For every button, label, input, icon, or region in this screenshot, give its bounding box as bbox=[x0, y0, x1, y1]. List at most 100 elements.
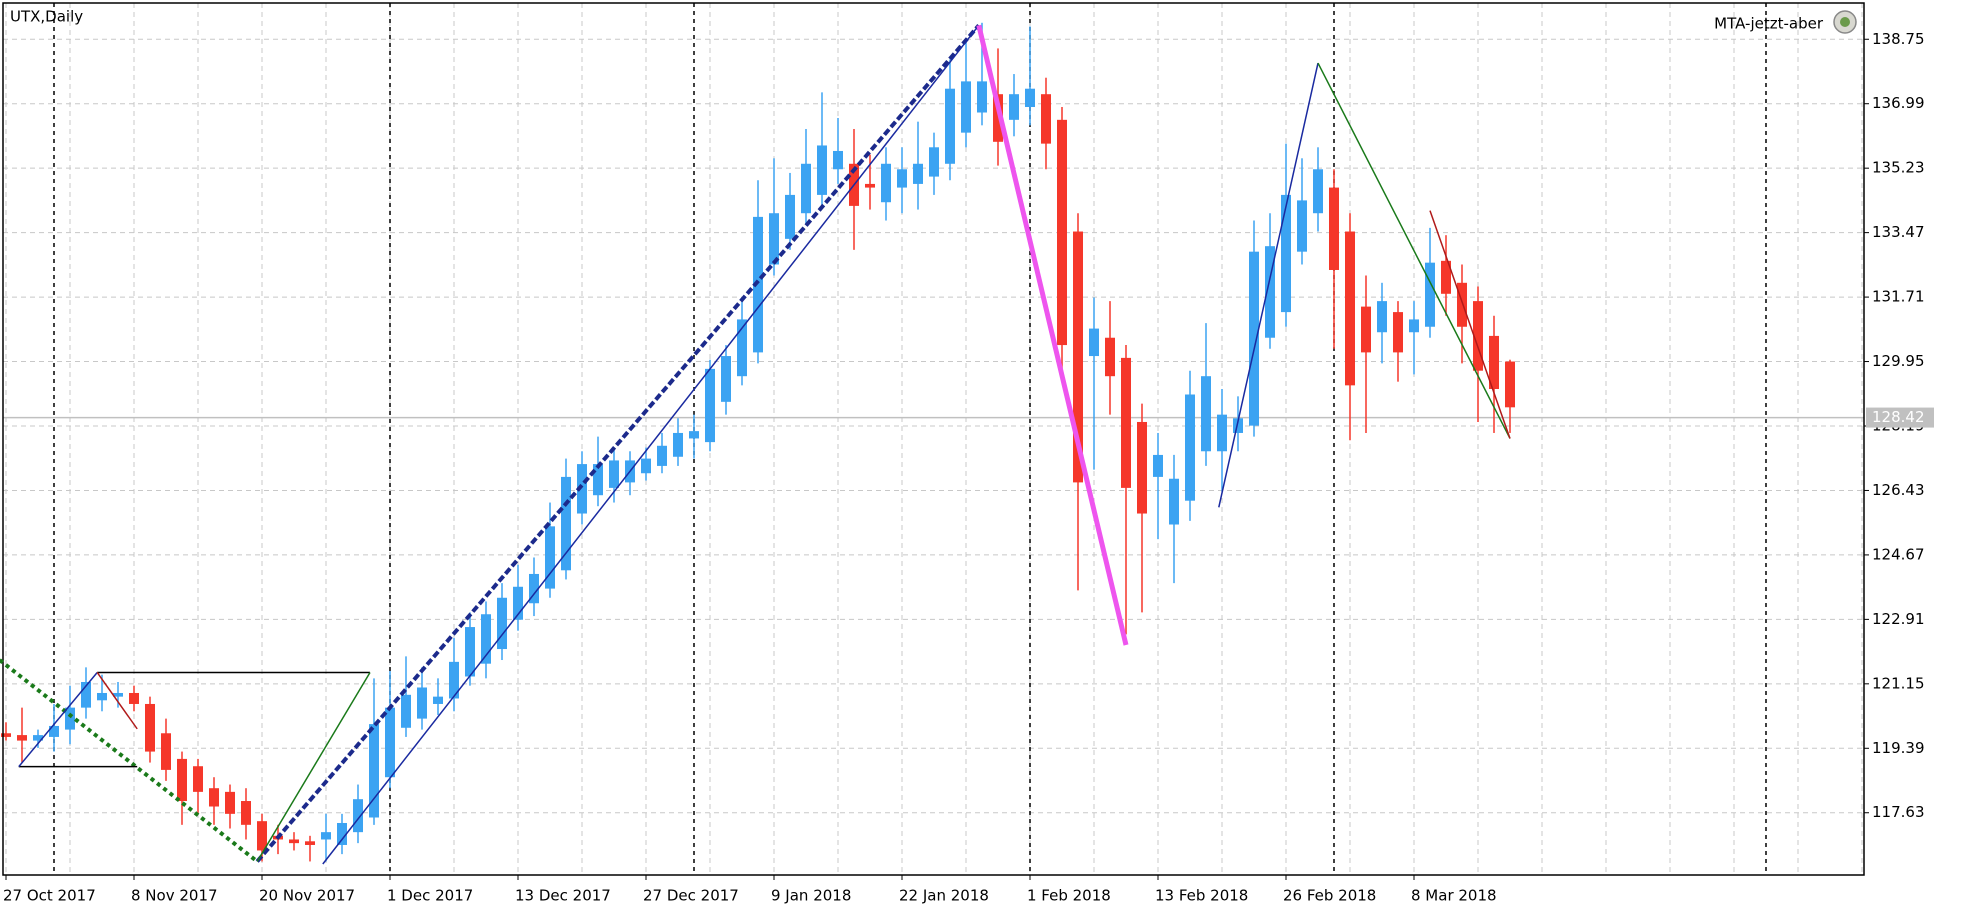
axis: 117.63 119.39 121.15 122.91 124.67 126.43 128.… bbox=[3, 30, 1925, 905]
y-tick-label: 124.67 bbox=[1872, 545, 1925, 563]
y-tick-label: 136.99 bbox=[1872, 94, 1925, 112]
candle-body bbox=[529, 573, 539, 604]
x-tick-label: 8 Mar 2018 bbox=[1411, 887, 1497, 905]
candle-body bbox=[129, 692, 139, 704]
candle-body bbox=[1105, 337, 1115, 377]
candle-body bbox=[993, 94, 1003, 142]
candle-body bbox=[1489, 335, 1499, 390]
candle-body bbox=[1073, 231, 1083, 483]
candle-body bbox=[1457, 282, 1467, 327]
candle-body bbox=[1505, 361, 1515, 408]
candle-body bbox=[1281, 194, 1291, 313]
candle-body bbox=[545, 526, 555, 589]
candle-body bbox=[961, 81, 971, 133]
candle-body bbox=[321, 832, 331, 840]
candle-body bbox=[1, 733, 11, 737]
candle-body bbox=[193, 766, 203, 792]
x-tick-label: 20 Nov 2017 bbox=[259, 887, 355, 905]
candle-body bbox=[1473, 301, 1483, 371]
candle-body bbox=[721, 356, 731, 402]
candle-body bbox=[225, 791, 235, 814]
x-tick-label: 13 Dec 2017 bbox=[515, 887, 611, 905]
candle-body bbox=[1233, 418, 1243, 433]
candle-body bbox=[1249, 251, 1259, 426]
candle-body bbox=[1441, 260, 1451, 294]
y-tick-label: 131.71 bbox=[1872, 288, 1925, 306]
x-tick-label: 1 Dec 2017 bbox=[387, 887, 473, 905]
candle-body bbox=[305, 841, 315, 845]
candle-body bbox=[49, 725, 59, 737]
x-tick-label: 1 Feb 2018 bbox=[1027, 887, 1111, 905]
y-tick-label: 126.43 bbox=[1872, 481, 1925, 499]
candle-body bbox=[1377, 301, 1387, 333]
x-tick-label: 9 Jan 2018 bbox=[771, 887, 851, 905]
x-tick-label: 13 Feb 2018 bbox=[1155, 887, 1248, 905]
y-tick-label: 119.39 bbox=[1872, 739, 1925, 757]
x-tick-label: 27 Oct 2017 bbox=[3, 887, 96, 905]
candle-body bbox=[1089, 328, 1099, 357]
y-tick-label: 135.23 bbox=[1872, 159, 1925, 177]
y-tick-label: 121.15 bbox=[1872, 674, 1925, 692]
candle-body bbox=[353, 799, 363, 833]
candle-body bbox=[513, 586, 523, 620]
candle-body bbox=[1409, 319, 1419, 333]
candle-body bbox=[881, 163, 891, 203]
candle-body bbox=[1393, 312, 1403, 353]
grid bbox=[3, 3, 1864, 875]
candle-body bbox=[641, 458, 651, 474]
candle-body bbox=[913, 163, 923, 184]
candle-body bbox=[1009, 94, 1019, 120]
candle-body bbox=[417, 687, 427, 719]
candle-body bbox=[657, 445, 667, 466]
candle-body bbox=[161, 733, 171, 770]
current-price-label: 128.42 bbox=[1872, 408, 1925, 426]
candle-body bbox=[817, 145, 827, 195]
candle-body bbox=[145, 703, 155, 752]
y-tick-label: 122.91 bbox=[1872, 610, 1925, 628]
candle-body bbox=[673, 432, 683, 457]
candle-body bbox=[609, 460, 619, 488]
candle-body bbox=[449, 661, 459, 699]
candle-body bbox=[209, 788, 219, 807]
candle-body bbox=[1137, 421, 1147, 514]
candle-body bbox=[737, 319, 747, 377]
trend-line bbox=[976, 24, 1129, 646]
candle-body bbox=[1025, 88, 1035, 108]
trend-line bbox=[96, 672, 138, 730]
candle-body bbox=[385, 707, 395, 778]
candle-body bbox=[33, 735, 43, 741]
candle-body bbox=[97, 692, 107, 701]
candle-body bbox=[497, 597, 507, 650]
trend-line bbox=[1429, 210, 1511, 439]
trend-line bbox=[255, 24, 981, 863]
current-price-box bbox=[1866, 407, 1934, 428]
plot-frame bbox=[2, 2, 1865, 876]
candle-body bbox=[65, 707, 75, 730]
candle-body bbox=[945, 88, 955, 164]
x-tick-label: 22 Jan 2018 bbox=[899, 887, 989, 905]
candle-body bbox=[17, 735, 27, 741]
candle-body bbox=[289, 839, 299, 844]
trend-line bbox=[322, 24, 980, 865]
y-tick-label: 129.95 bbox=[1872, 352, 1925, 370]
candle-body bbox=[337, 822, 347, 845]
candle-body bbox=[1361, 306, 1371, 353]
candle-body bbox=[1169, 478, 1179, 525]
trend-line bbox=[1218, 62, 1319, 508]
candle-body bbox=[785, 194, 795, 239]
y-tick-label: 133.47 bbox=[1872, 223, 1925, 241]
candle-body bbox=[1297, 200, 1307, 252]
candle-body bbox=[1345, 231, 1355, 386]
candle-body bbox=[929, 147, 939, 177]
candle-body bbox=[1121, 357, 1131, 488]
candle-body bbox=[577, 464, 587, 514]
candle-body bbox=[865, 183, 875, 188]
candle-body bbox=[753, 216, 763, 353]
candle-body bbox=[833, 150, 843, 170]
candle-body bbox=[897, 169, 907, 188]
candle-body bbox=[1185, 394, 1195, 501]
trend-line bbox=[0, 658, 259, 864]
x-tick-label: 26 Feb 2018 bbox=[1283, 887, 1376, 905]
